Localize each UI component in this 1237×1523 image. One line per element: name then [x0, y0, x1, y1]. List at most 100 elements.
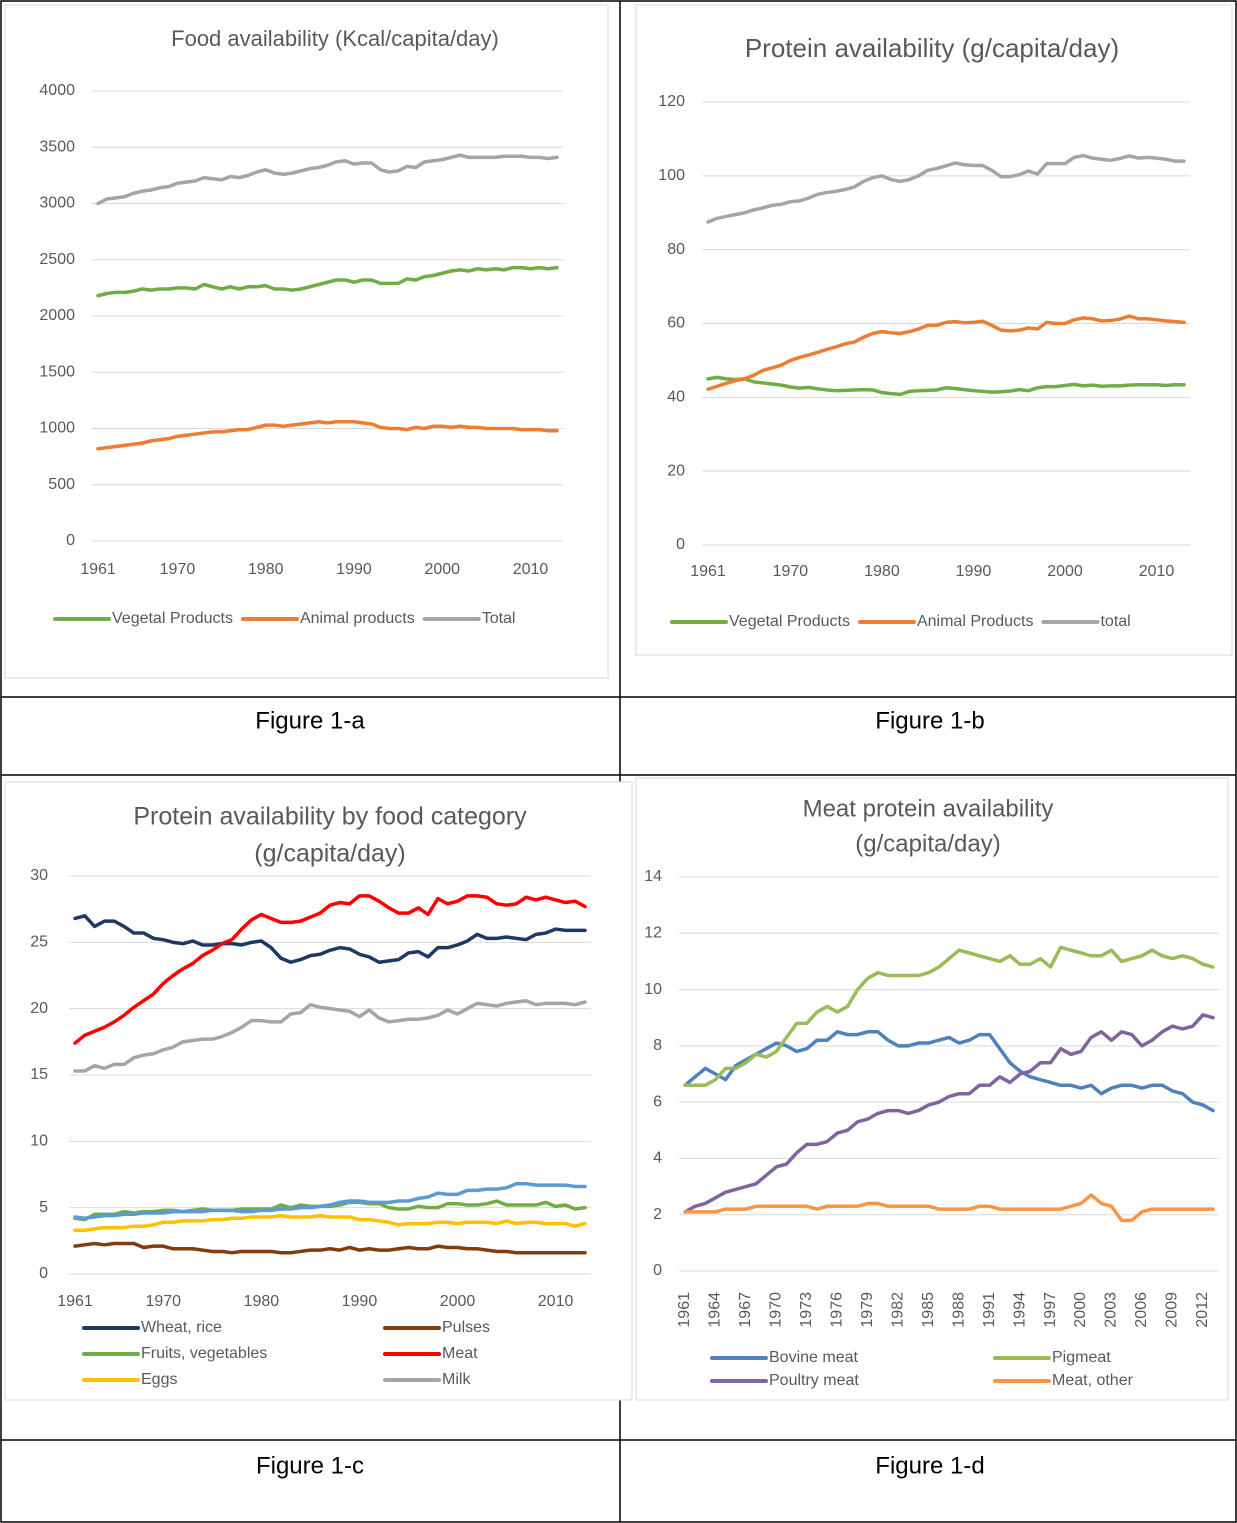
x-tick-label: 1980 — [248, 561, 284, 578]
y-tick-label: 12 — [644, 925, 662, 942]
y-tick-label: 2500 — [39, 251, 75, 268]
data-line — [96, 153, 559, 206]
data-line — [683, 1193, 1215, 1223]
legend-label: Meat, other — [1052, 1372, 1134, 1389]
data-line — [706, 153, 1186, 224]
legend-label: Pigmeat — [1052, 1349, 1111, 1366]
y-tick-label: 10 — [644, 981, 662, 998]
y-tick-label: 20 — [30, 1000, 48, 1017]
y-tick-label: 40 — [667, 389, 685, 406]
chart-title: Meat protein availability — [803, 795, 1054, 822]
legend-label: Fruits, vegetables — [141, 1345, 267, 1362]
x-tick-label: 1964 — [707, 1292, 724, 1328]
y-tick-label: 5 — [39, 1199, 48, 1216]
legend-label: Wheat, rice — [141, 1319, 222, 1336]
x-tick-label: 1990 — [956, 563, 992, 580]
x-tick-label: 2000 — [1072, 1292, 1089, 1328]
y-tick-label: 4 — [653, 1150, 662, 1167]
y-tick-label: 120 — [658, 93, 685, 110]
chart-title: (g/capita/day) — [254, 840, 405, 868]
x-tick-label: 1970 — [160, 561, 196, 578]
chart-frame — [635, 777, 1229, 1401]
x-tick-label: 2010 — [1139, 563, 1175, 580]
x-tick-label: 2012 — [1194, 1292, 1211, 1328]
x-tick-label: 1970 — [768, 1292, 785, 1328]
y-tick-label: 14 — [644, 868, 662, 885]
legend-label: Vegetal Products — [112, 610, 233, 627]
x-tick-label: 2006 — [1133, 1292, 1150, 1328]
x-tick-label: 1961 — [690, 563, 726, 580]
x-tick-label: 2009 — [1164, 1292, 1181, 1328]
y-tick-label: 10 — [30, 1133, 48, 1150]
legend-label: Animal products — [300, 610, 415, 627]
y-tick-label: 3000 — [39, 195, 75, 212]
x-tick-label: 1980 — [864, 563, 900, 580]
chart-title: Food availability (Kcal/capita/day) — [171, 26, 499, 51]
data-line — [73, 998, 587, 1073]
x-tick-label: 1961 — [80, 561, 116, 578]
legend-label: Milk — [442, 1371, 471, 1388]
x-tick-label: 1988 — [950, 1292, 967, 1328]
x-tick-label: 1991 — [981, 1292, 998, 1328]
x-tick-label: 1982 — [889, 1292, 906, 1328]
x-tick-label: 1985 — [920, 1292, 937, 1328]
figure-caption: Figure 1-b — [875, 707, 984, 734]
x-tick-label: 2010 — [538, 1293, 574, 1310]
data-line — [683, 1030, 1215, 1113]
y-tick-label: 0 — [39, 1265, 48, 1282]
x-tick-label: 1973 — [798, 1292, 815, 1328]
x-tick-label: 1994 — [1011, 1292, 1028, 1328]
y-tick-label: 0 — [653, 1262, 662, 1279]
data-line — [73, 914, 587, 964]
y-tick-label: 3500 — [39, 138, 75, 155]
legend-label: Eggs — [141, 1371, 177, 1388]
data-line — [706, 314, 1186, 391]
legend-label: total — [1100, 613, 1130, 630]
data-line — [73, 1182, 587, 1221]
y-tick-label: 80 — [667, 241, 685, 258]
chart-title: Protein availability (g/capita/day) — [745, 33, 1119, 63]
chart-frame — [4, 4, 609, 679]
x-tick-label: 1990 — [342, 1293, 378, 1310]
data-line — [683, 1013, 1215, 1214]
data-line — [73, 1241, 587, 1255]
data-line — [96, 420, 559, 451]
y-tick-label: 1000 — [39, 420, 75, 437]
data-line — [96, 265, 559, 298]
legend-label: Total — [482, 610, 516, 627]
x-tick-label: 1961 — [57, 1293, 93, 1310]
chart-frame — [4, 781, 633, 1401]
y-tick-label: 0 — [676, 536, 685, 553]
legend-label: Vegetal Products — [729, 613, 850, 630]
y-tick-label: 2000 — [39, 307, 75, 324]
data-line — [73, 1213, 587, 1232]
x-tick-label: 1990 — [336, 561, 372, 578]
y-tick-label: 8 — [653, 1037, 662, 1054]
y-tick-label: 25 — [30, 934, 48, 951]
chart-title: Protein availability by food category — [133, 803, 527, 831]
y-tick-label: 2 — [653, 1206, 662, 1223]
x-tick-label: 2000 — [440, 1293, 476, 1310]
x-tick-label: 1970 — [145, 1293, 181, 1310]
figure-caption: Figure 1-c — [256, 1452, 364, 1479]
y-tick-label: 100 — [658, 167, 685, 184]
data-line — [73, 894, 587, 1045]
x-tick-label: 1970 — [773, 563, 809, 580]
chart-frame — [635, 4, 1233, 656]
data-line — [683, 945, 1215, 1088]
x-tick-label: 1980 — [244, 1293, 280, 1310]
x-tick-label: 1961 — [676, 1292, 693, 1328]
y-tick-label: 1500 — [39, 363, 75, 380]
legend-label: Bovine meat — [769, 1349, 858, 1366]
y-tick-label: 6 — [653, 1093, 662, 1110]
x-tick-label: 1997 — [1042, 1292, 1059, 1328]
y-tick-label: 20 — [667, 462, 685, 479]
y-tick-label: 15 — [30, 1066, 48, 1083]
legend-label: Meat — [442, 1345, 478, 1362]
x-tick-label: 2010 — [513, 561, 549, 578]
x-tick-label: 2003 — [1103, 1292, 1120, 1328]
legend-label: Pulses — [442, 1319, 490, 1336]
y-tick-label: 4000 — [39, 82, 75, 99]
data-line — [706, 375, 1186, 397]
x-tick-label: 1967 — [737, 1292, 754, 1328]
